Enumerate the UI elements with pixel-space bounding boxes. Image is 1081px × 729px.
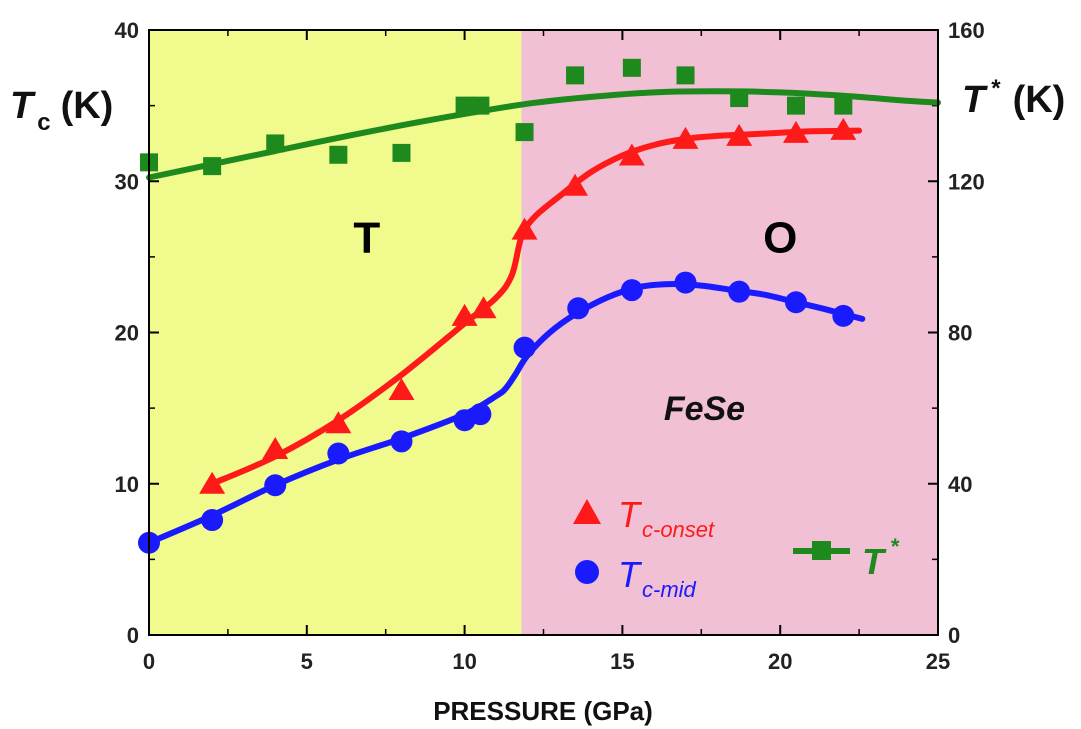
data-point-triangle xyxy=(325,411,352,434)
data-point-square xyxy=(834,96,853,115)
y-left-tick-label: 10 xyxy=(115,472,139,497)
data-point-square xyxy=(266,134,285,153)
legend-label-tc-onset: Tc-onset xyxy=(618,494,715,542)
data-point-triangle xyxy=(562,173,589,196)
data-point-circle xyxy=(674,271,697,294)
data-point-square xyxy=(455,96,474,115)
region-1 xyxy=(521,30,938,635)
data-point-triangle xyxy=(672,126,699,149)
data-point-circle xyxy=(469,403,492,426)
x-tick-label: 15 xyxy=(610,649,634,674)
y-axis-right-title: T * (K) xyxy=(962,75,1065,121)
data-point-triangle xyxy=(726,123,753,146)
y-right-tick-label: 0 xyxy=(948,623,960,648)
y-left-tick-label: 20 xyxy=(115,321,139,346)
annotation-fese: FeSe xyxy=(664,390,745,428)
data-point-square xyxy=(676,66,695,85)
y-right-tick-label: 80 xyxy=(948,321,972,346)
y-right-tick-label: 40 xyxy=(948,472,972,497)
y-right-tick-label: 120 xyxy=(948,169,985,194)
data-point-triangle xyxy=(830,117,857,140)
region-0 xyxy=(149,30,522,635)
phase-regions xyxy=(149,30,938,635)
data-point-square xyxy=(786,96,805,115)
data-point-triangle xyxy=(618,143,645,166)
data-point-square xyxy=(471,96,490,115)
legend-entry-t-star: T * xyxy=(793,534,900,582)
x-axis-title: PRESSURE (GPa) xyxy=(433,696,653,726)
data-point-square xyxy=(392,143,411,162)
data-point-triangle xyxy=(388,377,415,400)
legend-marker-triangle xyxy=(573,499,601,524)
data-point-square xyxy=(730,89,749,108)
data-point-circle xyxy=(390,430,413,453)
data-point-triangle xyxy=(470,296,497,319)
data-point-circle xyxy=(327,442,350,465)
x-tick-label: 20 xyxy=(768,649,792,674)
y-left-tick-label: 0 xyxy=(127,623,139,648)
data-point-circle xyxy=(728,280,751,303)
y-right-tick-label: 160 xyxy=(948,18,985,43)
y-left-tick-label: 30 xyxy=(115,169,139,194)
data-points xyxy=(138,58,857,554)
legend-marker-square xyxy=(812,541,831,560)
legend-label-t-star: T * xyxy=(862,534,900,582)
data-point-circle xyxy=(620,279,643,302)
region-label-tetragonal: T xyxy=(353,213,380,262)
data-point-square xyxy=(329,145,348,164)
data-point-square xyxy=(515,123,534,142)
legend-entry-tc-onset: Tc-onset xyxy=(573,494,715,542)
data-point-square xyxy=(203,157,222,176)
plot-frame xyxy=(148,29,939,636)
x-tick-label: 25 xyxy=(926,649,950,674)
region-label-orthorhombic: O xyxy=(763,213,797,262)
x-tick-label: 10 xyxy=(452,649,476,674)
y-left-tick-label: 40 xyxy=(115,18,139,43)
data-point-circle xyxy=(567,297,590,320)
data-point-circle xyxy=(832,304,855,327)
data-point-square xyxy=(622,58,641,77)
data-point-triangle xyxy=(511,217,538,240)
data-point-triangle xyxy=(782,120,809,143)
data-point-triangle xyxy=(451,303,478,326)
legend-entry-tc-mid: Tc-mid xyxy=(575,554,697,602)
x-tick-label: 5 xyxy=(301,649,313,674)
data-point-triangle xyxy=(199,471,226,494)
legend-marker-circle xyxy=(575,560,599,584)
data-point-circle xyxy=(784,291,807,314)
x-tick-label: 0 xyxy=(143,649,155,674)
fit-line-triangle xyxy=(209,127,863,487)
data-point-square xyxy=(566,66,585,85)
data-point-circle xyxy=(201,509,224,532)
legend-label-tc-mid: Tc-mid xyxy=(618,554,697,602)
data-point-triangle xyxy=(262,436,289,459)
legend: Tc-onset Tc-mid T * xyxy=(573,494,900,602)
data-point-circle xyxy=(264,474,287,497)
data-point-circle xyxy=(513,336,536,359)
